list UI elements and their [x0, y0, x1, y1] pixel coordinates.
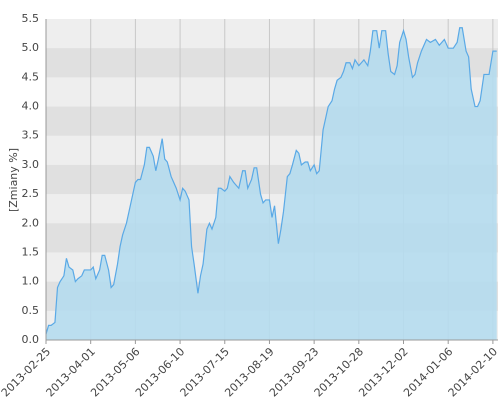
line	[45, 27, 497, 335]
y-tick-label: 3.0	[22, 158, 40, 171]
y-tick-label: 1.5	[22, 245, 40, 258]
y-tick-label: 0.5	[22, 304, 40, 317]
y-tick-label: 3.5	[22, 129, 40, 142]
y-tick-label: 5.5	[22, 12, 40, 25]
y-tick-label: 0.0	[22, 333, 40, 346]
y-axis-label: [Zmiany %]	[7, 148, 20, 212]
y-tick-label: 4.0	[22, 100, 40, 113]
y-tick-label: 1.0	[22, 275, 40, 288]
y-tick-label: 2.0	[22, 216, 40, 229]
y-tick-label: 2.5	[22, 187, 40, 200]
y-tick-label: 4.5	[22, 70, 40, 83]
y-tick-label: 5.0	[22, 41, 40, 54]
area-fill	[46, 27, 497, 340]
